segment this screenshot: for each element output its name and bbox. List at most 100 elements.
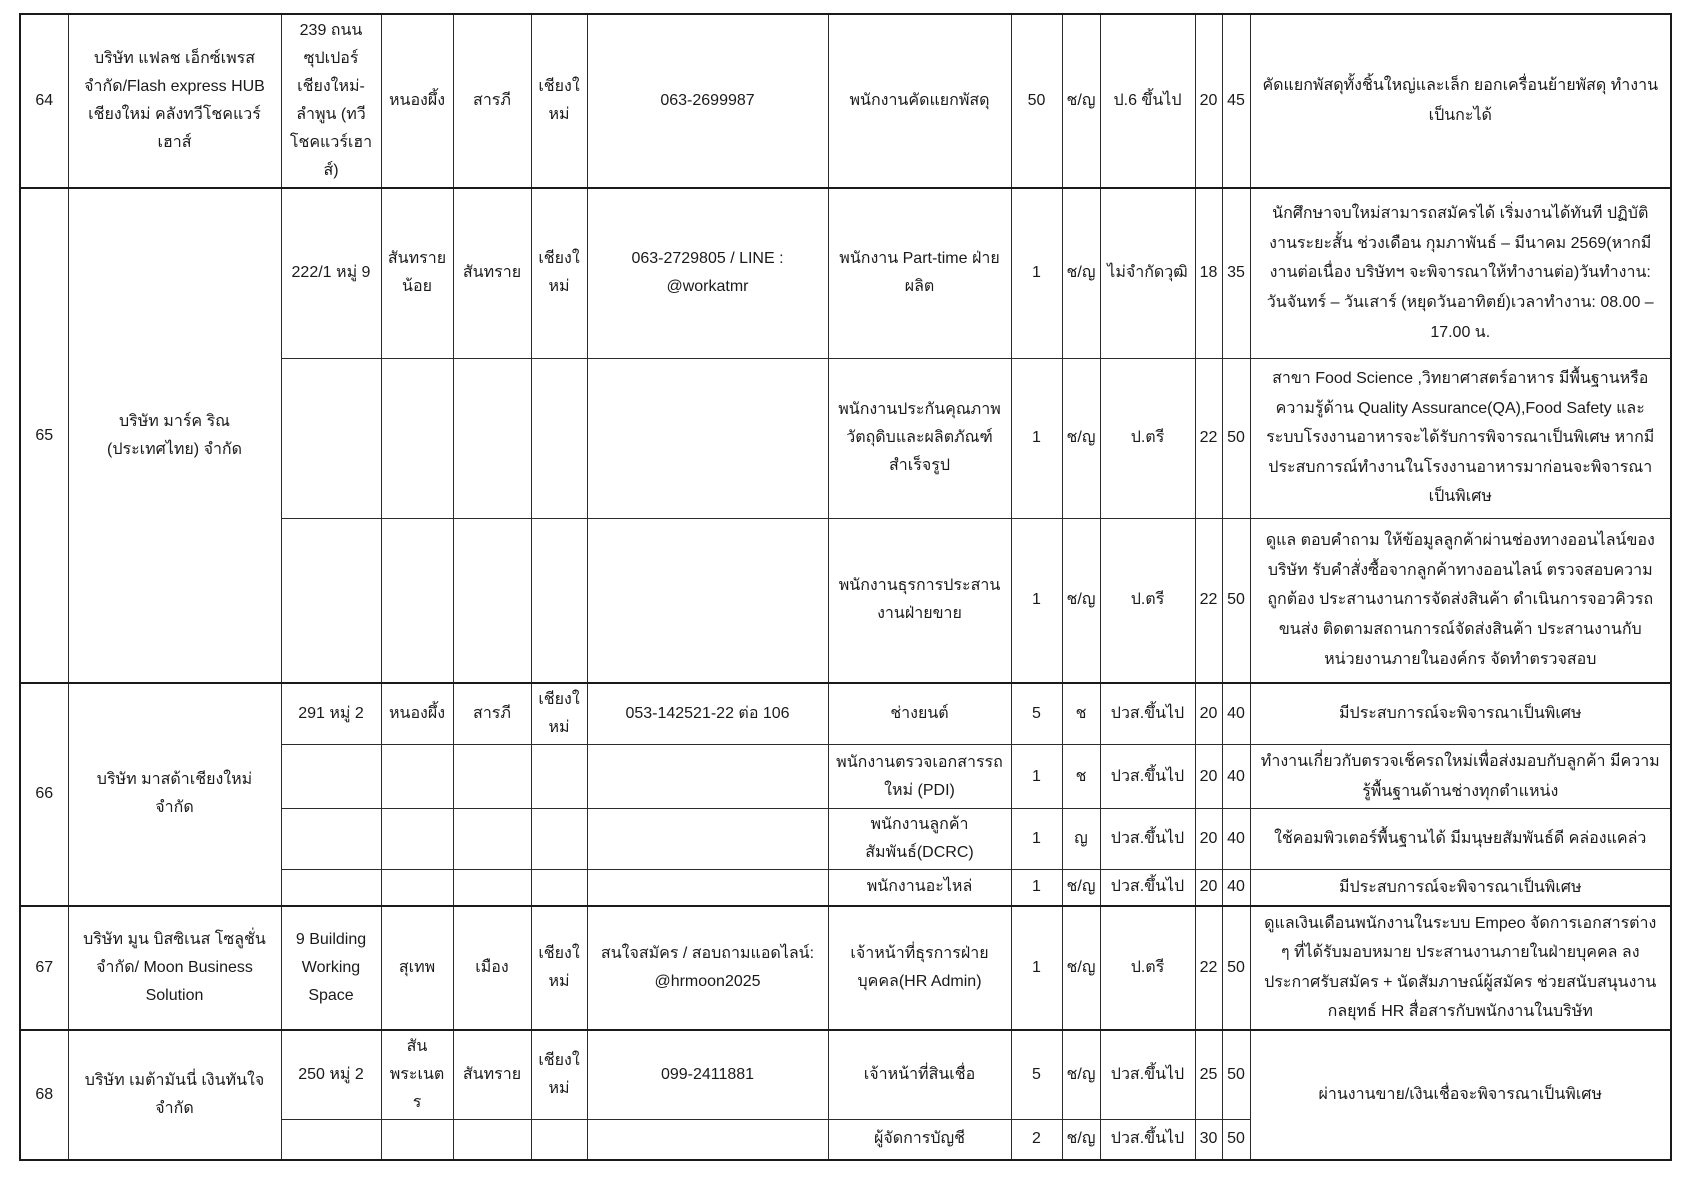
cell-position: พนักงานลูกค้าสัมพันธ์(DCRC): [827, 808, 1012, 871]
table-row: พนักงานลูกค้าสัมพันธ์(DCRC) 1 ญปวส.ขึ้นไป 2…: [20, 808, 1672, 871]
cell-education: ปวส.ขึ้นไป: [1099, 682, 1196, 745]
cell-position: พนักงานธุรการประสานงานฝ่ายขาย: [827, 517, 1012, 684]
cell-education: ไม่จำกัดวุฒิ: [1099, 187, 1196, 359]
cell-age-min: 20: [1194, 13, 1223, 189]
cell-address: [280, 517, 382, 684]
cell-district: สันทราย: [452, 1029, 532, 1121]
cell-district: [452, 869, 532, 907]
cell-district: [452, 1119, 532, 1161]
cell-subdistrict: [380, 357, 454, 519]
cell-age-min: 25: [1194, 1029, 1223, 1121]
table-row: 66 บริษัท มาสด้าเชียงใหม่ จำกัด 291 หมู่ 2…: [19, 682, 1672, 907]
cell-age-max: 35: [1221, 187, 1251, 359]
cell-district: [452, 808, 532, 871]
cell-gender: ช/ญ: [1061, 1029, 1101, 1121]
cell-province: เชียงใหม่: [530, 682, 588, 745]
cell-no: 66: [19, 682, 69, 907]
cell-subdistrict: สันพระเนตร: [380, 1029, 454, 1121]
cell-gender: ช/ญ: [1061, 869, 1101, 907]
cell-age-min: 20: [1194, 808, 1223, 871]
cell-education: ป.ตรี: [1099, 904, 1196, 1031]
cell-province: เชียงใหม่: [530, 13, 588, 189]
cell-no: 67: [19, 904, 69, 1031]
cell-age-max: 50: [1221, 904, 1251, 1031]
cell-address: [280, 808, 382, 871]
cell-province: [530, 869, 588, 907]
cell-openings: 1: [1010, 904, 1063, 1031]
cell-age-min: 22: [1194, 904, 1223, 1031]
cell-district: เมือง: [452, 904, 532, 1031]
cell-age-max: 40: [1221, 743, 1251, 810]
cell-age-min: 22: [1194, 517, 1223, 684]
cell-education: ปวส.ขึ้นไป: [1099, 1029, 1196, 1121]
cell-note: ใช้คอมพิวเตอร์พื้นฐานได้ มีมนุษยสัมพันธ์…: [1249, 808, 1672, 871]
cell-province: เชียงใหม่: [530, 904, 588, 1031]
cell-address: [280, 1119, 382, 1161]
cell-age-max: 40: [1221, 869, 1251, 907]
cell-education: ป.ตรี: [1099, 517, 1196, 684]
cell-province: เชียงใหม่: [530, 1029, 588, 1121]
cell-phone: [586, 517, 829, 684]
cell-age-max: 50: [1221, 1029, 1251, 1121]
cell-age-max: 40: [1221, 808, 1251, 871]
cell-province: [530, 517, 588, 684]
cell-address: [280, 743, 382, 810]
cell-no: 65: [19, 187, 69, 684]
cell-openings: 1: [1010, 743, 1063, 810]
cell-company: บริษัท เมต้ามันนี่ เงินทันใจ จำกัด: [67, 1029, 282, 1161]
cell-gender: ช/ญ: [1061, 1119, 1101, 1161]
cell-subdistrict: สันทรายน้อย: [380, 187, 454, 359]
cell-position: ผู้จัดการบัญชี: [827, 1119, 1012, 1161]
cell-note: คัดแยกพัสดุทั้งชิ้นใหญ่และเล็ก ยอกเครื่อ…: [1249, 13, 1672, 189]
cell-openings: 1: [1010, 869, 1063, 907]
cell-province: [530, 357, 588, 519]
cell-phone: สนใจสมัคร / สอบถามแอดไลน์: @hrmoon2025: [586, 904, 829, 1031]
cell-position: ช่างยนต์: [827, 682, 1012, 745]
cell-age-min: 30: [1194, 1119, 1223, 1161]
cell-phone: 053-142521-22 ต่อ 106: [586, 682, 829, 745]
cell-education: ป.6 ขึ้นไป: [1099, 13, 1196, 189]
cell-position: พนักงานประกันคุณภาพวัตถุดิบและผลิตภัณฑ์ส…: [827, 357, 1012, 519]
cell-age-min: 20: [1194, 682, 1223, 745]
cell-openings: 5: [1010, 682, 1063, 745]
table-row: 64 บริษัท แฟลช เอ็กซ์เพรส จำกัด/Flash exp…: [19, 13, 1672, 189]
cell-gender: ช/ญ: [1061, 357, 1101, 519]
cell-phone: [586, 808, 829, 871]
cell-district: สารภี: [452, 13, 532, 189]
cell-subdistrict: สุเทพ: [380, 904, 454, 1031]
table-row: 67 บริษัท มูน บิสซิเนส โซลูชั่น จำกัด/ Mo…: [19, 904, 1672, 1031]
cell-subdistrict: [380, 808, 454, 871]
cell-subdistrict: หนองผึ้ง: [380, 682, 454, 745]
cell-openings: 2: [1010, 1119, 1063, 1161]
cell-position: เจ้าหน้าที่สินเชื่อ: [827, 1029, 1012, 1121]
cell-address: 239 ถนน ซุปเปอร์เชียงใหม่-ลำพูน (ทวีโชคแ…: [280, 13, 382, 189]
cell-position: พนักงาน Part-time ฝ่ายผลิต: [827, 187, 1012, 359]
table-row: 68 บริษัท เมต้ามันนี่ เงินทันใจ จำกัด 250 …: [19, 1029, 1672, 1161]
cell-age-max: 50: [1221, 1119, 1251, 1161]
cell-subdistrict: [380, 743, 454, 810]
cell-note: มีประสบการณ์จะพิจารณาเป็นพิเศษ: [1249, 682, 1672, 745]
cell-age-min: 22: [1194, 357, 1223, 519]
cell-note: ผ่านงานขาย/เงินเชื่อจะพิจารณาเป็นพิเศษ: [1249, 1029, 1672, 1161]
cell-company: บริษัท มูน บิสซิเนส โซลูชั่น จำกัด/ Moon…: [67, 904, 282, 1031]
table-row: ผู้จัดการบัญชี 2 ช/ญ ปวส.ขึ้นไป 30 50: [20, 1119, 1671, 1161]
job-table-body: 64 บริษัท แฟลช เอ็กซ์เพรส จำกัด/Flash exp…: [19, 13, 1672, 1161]
cell-subdistrict: [380, 869, 454, 907]
cell-note: ทำงานเกี่ยวกับตรวจเช็ครถใหม่เพื่อส่งมอบก…: [1249, 743, 1672, 810]
job-listings-table: 64 บริษัท แฟลช เอ็กซ์เพรส จำกัด/Flash exp…: [19, 13, 1672, 1161]
table-row: พนักงานตรวจเอกสารรถใหม่ (PDI) 1 ชปวส.ขึ้นไ…: [20, 743, 1672, 810]
cell-district: สันทราย: [452, 187, 532, 359]
cell-education: ปวส.ขึ้นไป: [1099, 808, 1196, 871]
cell-company: บริษัท แฟลช เอ็กซ์เพรส จำกัด/Flash expre…: [67, 13, 282, 189]
cell-address: 291 หมู่ 2: [280, 682, 382, 745]
cell-openings: 1: [1010, 187, 1063, 359]
cell-province: เชียงใหม่: [530, 187, 588, 359]
cell-age-max: 45: [1221, 13, 1251, 189]
cell-gender: ช/ญ: [1061, 904, 1101, 1031]
cell-openings: 1: [1010, 808, 1063, 871]
cell-gender: ช/ญ: [1061, 187, 1101, 359]
cell-gender: ช: [1061, 743, 1101, 810]
cell-position: พนักงานคัดแยกพัสดุ: [827, 13, 1012, 189]
cell-openings: 1: [1010, 517, 1063, 684]
cell-district: [452, 517, 532, 684]
